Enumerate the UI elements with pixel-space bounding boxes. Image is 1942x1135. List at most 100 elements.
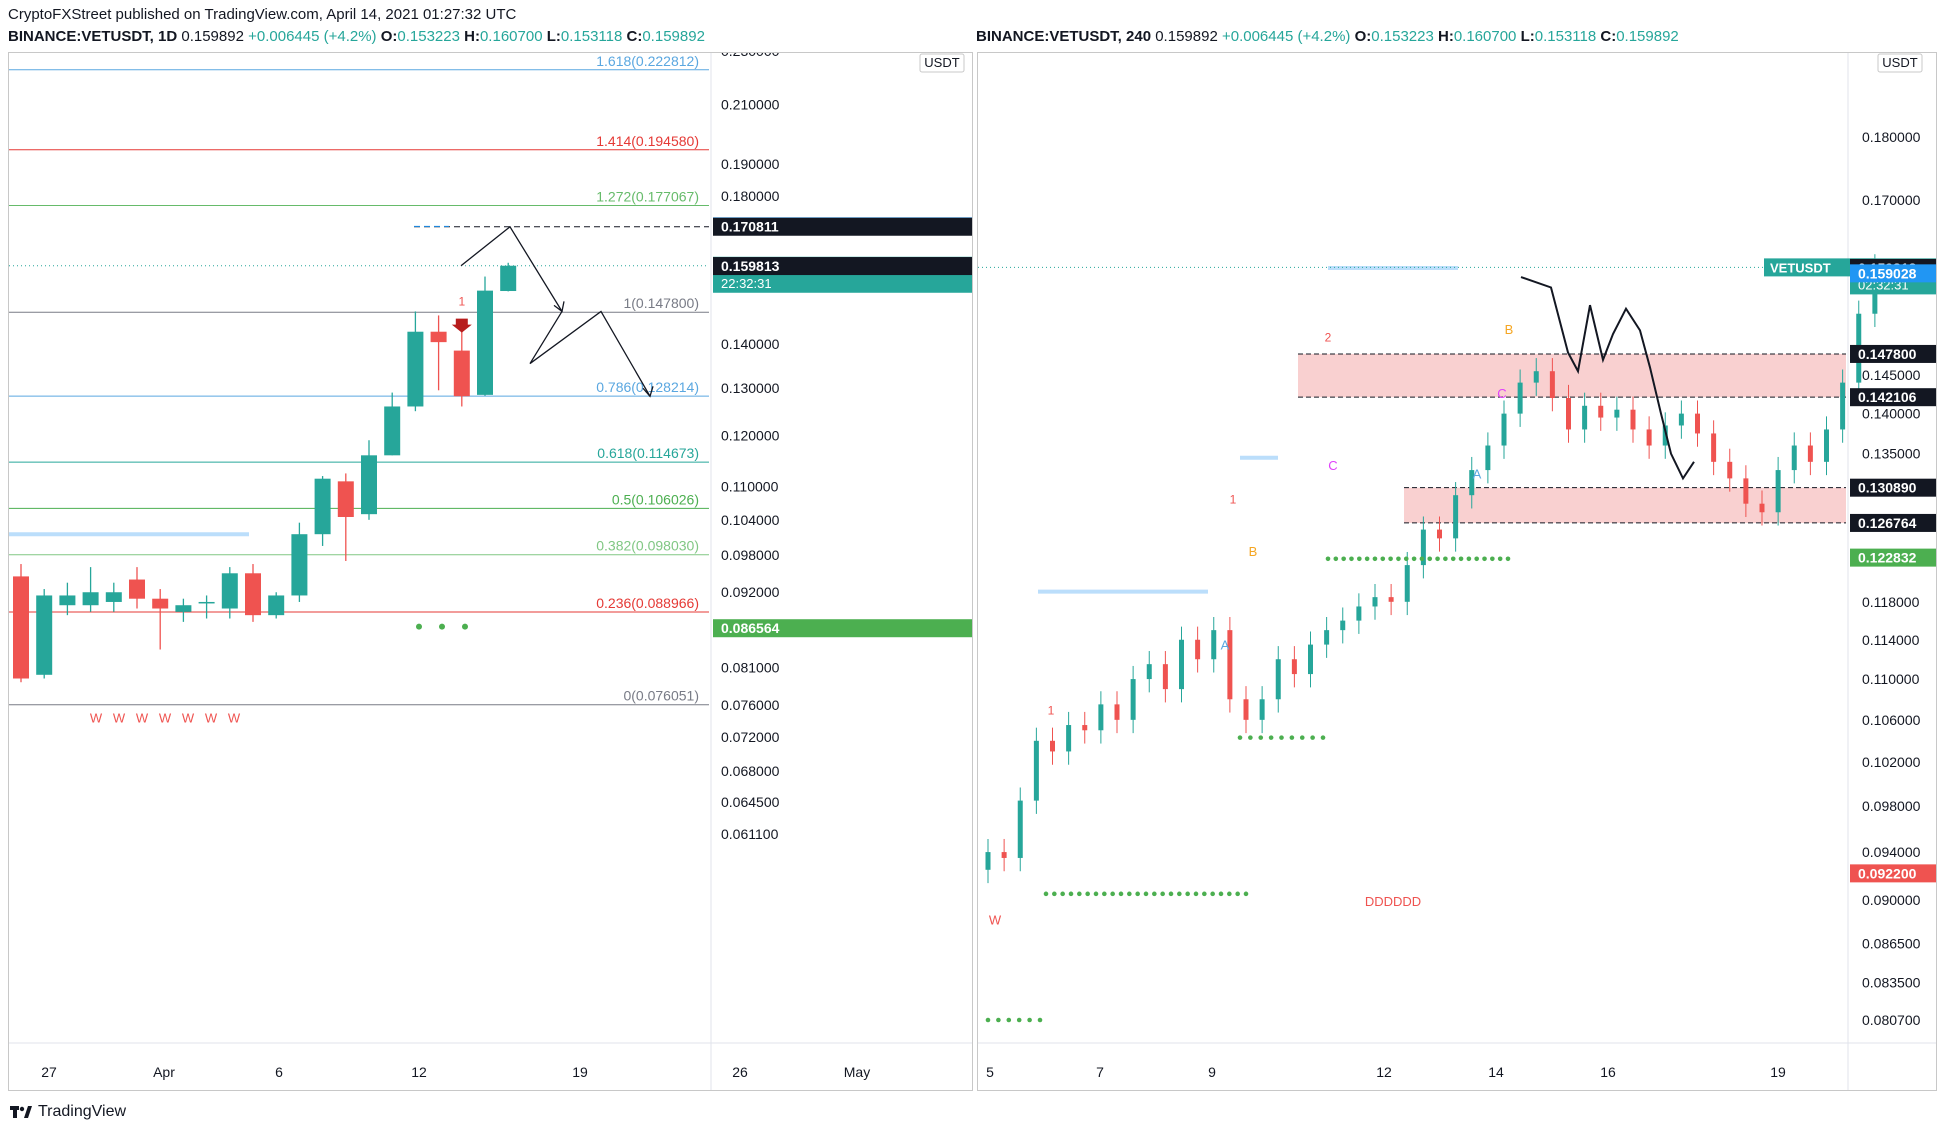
daily-chart[interactable]: 0.230000 0.210000 0.190000 0.180000 0.140000… xyxy=(9,53,972,1090)
wave-label: C xyxy=(1328,458,1337,473)
price-tick-label: 0.170000 xyxy=(1862,192,1921,208)
price-tick-label: 0.098000 xyxy=(1862,798,1921,814)
candle-body xyxy=(268,595,285,616)
trend-dot xyxy=(1268,735,1274,740)
trend-dot xyxy=(1118,891,1124,897)
candle-body xyxy=(1824,429,1829,462)
fib-label: 0(0.076051) xyxy=(623,688,699,704)
candle-body xyxy=(1195,639,1201,660)
candle-body xyxy=(1227,630,1233,700)
candle-body xyxy=(1582,405,1588,430)
price-label-box xyxy=(1850,548,1936,567)
footer-brand[interactable]: TradingView xyxy=(10,1103,126,1121)
trend-dot xyxy=(1160,891,1165,897)
trend-dot xyxy=(1289,735,1295,740)
fib-label: 1(0.147800) xyxy=(623,295,699,311)
candle-body xyxy=(1759,503,1765,513)
trend-dot xyxy=(1435,556,1440,562)
trend-dot xyxy=(1016,1017,1022,1023)
price-tick-label: 0.072000 xyxy=(721,729,780,745)
price-label-box xyxy=(1850,513,1936,532)
4h-chart[interactable]: 0.180000 0.170000 0.145000 0.140000 0.135000… xyxy=(978,53,1936,1090)
wave-label: A xyxy=(1473,466,1482,481)
countdown-label: 22:32:31 xyxy=(721,276,772,291)
trend-dot xyxy=(1320,735,1326,740)
price-tick-label: 0.081000 xyxy=(721,659,780,675)
price-label-box xyxy=(713,217,972,236)
time-tick-label: May xyxy=(844,1064,870,1080)
currency-box xyxy=(919,53,965,73)
candle-body xyxy=(1840,382,1846,430)
trend-dot xyxy=(1388,556,1393,562)
candle-body xyxy=(1308,644,1313,675)
trend-dot xyxy=(1135,891,1140,897)
trend-dot xyxy=(1349,556,1354,562)
trend-dot xyxy=(1310,735,1315,740)
supply-zone xyxy=(1404,487,1846,523)
candle-body xyxy=(384,406,401,456)
time-tick-label: 6 xyxy=(275,1064,283,1080)
projection-path xyxy=(460,225,651,397)
candle-body xyxy=(1356,606,1362,621)
candle-body xyxy=(500,265,517,292)
candle-body xyxy=(1130,679,1136,720)
price-label-box xyxy=(713,619,972,638)
candle-body xyxy=(105,592,122,602)
trend-dot xyxy=(1235,891,1240,897)
right-symbol-legend: BINANCE:VETUSDT, 240 0.159892 +0.006445 … xyxy=(976,28,1679,45)
price-label-text: 0.159813 xyxy=(721,258,780,274)
left-last: 0.159892 xyxy=(181,28,244,45)
time-tick-label: 16 xyxy=(1600,1064,1616,1080)
price-tick-label: 0.120000 xyxy=(721,427,780,443)
trend-dot xyxy=(1357,556,1362,562)
daily-chart-panel[interactable]: 0.230000 0.210000 0.190000 0.180000 0.140000… xyxy=(8,52,973,1091)
time-tick-label: 7 xyxy=(1096,1064,1104,1080)
candle-body xyxy=(221,573,238,609)
candle-body xyxy=(1291,659,1297,675)
4h-chart-panel[interactable]: 0.180000 0.170000 0.145000 0.140000 0.135000… xyxy=(977,52,1937,1091)
candle-body xyxy=(175,605,192,612)
candle-body xyxy=(1469,470,1475,496)
candle-body xyxy=(1437,529,1442,539)
trend-dot xyxy=(1458,556,1464,562)
trend-dot xyxy=(1043,891,1049,897)
price-tick-label: 0.104000 xyxy=(721,512,780,528)
price-tick-label: 0.110000 xyxy=(721,479,779,495)
w-label: W xyxy=(228,710,241,725)
price-tick-label: 0.080700 xyxy=(1862,1012,1921,1028)
price-label-text: 0.086564 xyxy=(721,620,780,636)
trend-dot xyxy=(462,623,468,630)
candle-body xyxy=(1517,382,1523,414)
candle-body xyxy=(1340,620,1346,631)
candle-body xyxy=(1324,630,1330,645)
trend-dot xyxy=(1202,891,1207,897)
fib-label: 1.414(0.194580) xyxy=(596,133,699,149)
w-label: W xyxy=(113,710,126,725)
trend-dot xyxy=(1006,1017,1012,1023)
candle-body xyxy=(1791,445,1797,471)
candle-body xyxy=(1743,478,1749,504)
candle-body xyxy=(13,576,29,679)
trend-dot xyxy=(1333,556,1339,562)
count-label: 1 xyxy=(458,294,465,308)
trend-dot xyxy=(1052,891,1057,897)
time-tick-label: 14 xyxy=(1488,1064,1504,1080)
candle-body xyxy=(1646,429,1652,446)
right-change: +0.006445 (+4.2%) xyxy=(1221,28,1351,45)
candle-body xyxy=(1630,409,1636,430)
w-label: W xyxy=(205,710,218,725)
candle-body xyxy=(337,481,354,517)
time-tick-label: 27 xyxy=(41,1064,57,1080)
time-tick-label: Apr xyxy=(153,1064,175,1080)
candle-body xyxy=(59,595,76,606)
price-tick-label: 0.110000 xyxy=(1862,671,1920,687)
trend-dot xyxy=(1077,891,1082,897)
trend-dot xyxy=(1243,891,1249,897)
time-tick-label: 19 xyxy=(572,1064,588,1080)
symbol-name-tag xyxy=(1764,258,1874,277)
time-tick-label: 26 xyxy=(732,1064,748,1080)
candle-body xyxy=(1614,409,1620,418)
trend-dot xyxy=(1102,891,1107,897)
price-tick-label: 0.210000 xyxy=(721,97,780,113)
fib-label: 0.5(0.106026) xyxy=(612,491,699,507)
